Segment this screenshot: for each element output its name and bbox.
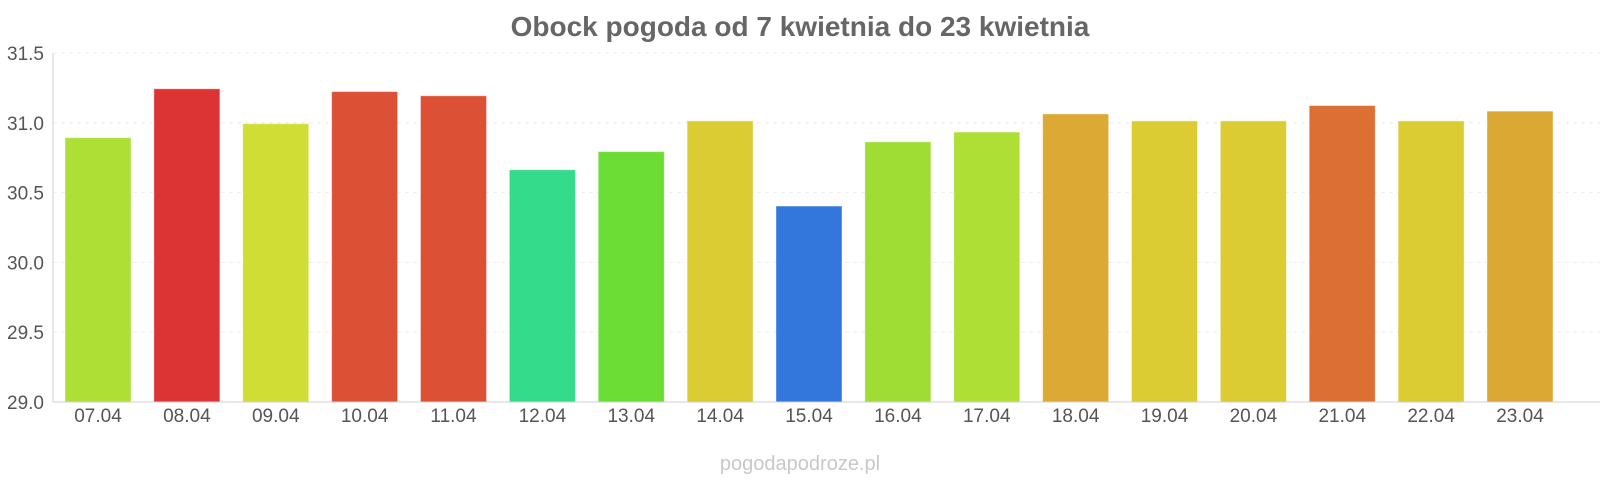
x-tick-label: 15.04 [785, 406, 833, 427]
x-tick-label: 14.04 [696, 406, 744, 427]
bar-21.04 [1309, 105, 1376, 403]
y-tick-label: 29.0 [7, 393, 44, 414]
x-tick-label: 07.04 [74, 406, 122, 427]
bar-10.04 [331, 91, 398, 403]
x-tick-label: 18.04 [1052, 406, 1100, 427]
bar-11.04 [420, 95, 487, 403]
y-tick-label: 29.5 [7, 323, 44, 344]
bar-20.04 [1220, 120, 1287, 403]
x-tick-label: 16.04 [874, 406, 922, 427]
x-tick-label: 17.04 [963, 406, 1011, 427]
bar-13.04 [598, 151, 665, 403]
x-tick-label: 09.04 [252, 406, 300, 427]
y-tick-label: 31.0 [7, 114, 44, 135]
y-tick-label: 30.5 [7, 184, 44, 205]
x-tick-label: 10.04 [341, 406, 389, 427]
x-tick-label: 11.04 [430, 406, 477, 427]
bar-23.04 [1487, 111, 1553, 403]
x-tick-label: 08.04 [163, 406, 211, 427]
x-tick-label: 20.04 [1230, 406, 1278, 427]
x-axis-ticks: 07.04 08.04 09.04 10.04 11.04 12.04 13.04 14.04… [74, 406, 1544, 427]
bar-07.04 [65, 137, 131, 403]
bar-12.04 [509, 169, 576, 403]
x-tick-label: 23.04 [1496, 406, 1544, 427]
bar-14.04 [687, 120, 754, 403]
bars [65, 88, 1553, 403]
x-tick-label: 22.04 [1407, 406, 1455, 427]
chart-title: Obock pogoda od 7 kwietnia do 23 kwietni… [511, 11, 1090, 42]
bar-18.04 [1042, 113, 1109, 403]
bar-15.04 [776, 206, 842, 403]
watermark: pogodapodroze.pl [720, 453, 880, 475]
x-tick-label: 19.04 [1141, 406, 1189, 427]
bar-22.04 [1398, 120, 1465, 403]
y-tick-label: 31.5 [7, 44, 44, 65]
bar-08.04 [153, 88, 220, 403]
x-tick-label: 13.04 [607, 406, 655, 427]
bar-17.04 [953, 132, 1020, 403]
x-tick-label: 21.04 [1318, 406, 1366, 427]
y-tick-label: 30.0 [7, 253, 44, 274]
x-tick-label: 12.04 [519, 406, 567, 427]
y-axis-ticks: 29.0 29.5 30.0 30.5 31.0 31.5 [7, 44, 44, 414]
bar-19.04 [1131, 120, 1198, 403]
bar-09.04 [242, 123, 309, 403]
bar-16.04 [864, 141, 931, 403]
